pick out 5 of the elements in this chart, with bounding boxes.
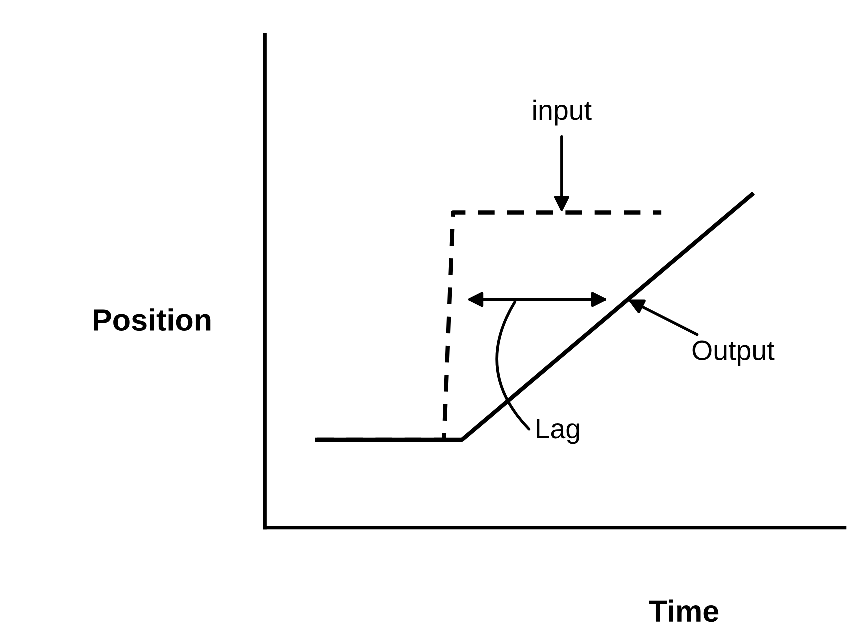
y-axis-title: Position (94, 308, 211, 332)
annotation: Output (692, 340, 775, 366)
annotation: input (534, 100, 592, 126)
x-axis-title: Time (649, 600, 719, 622)
annotation: Lag (537, 419, 580, 444)
